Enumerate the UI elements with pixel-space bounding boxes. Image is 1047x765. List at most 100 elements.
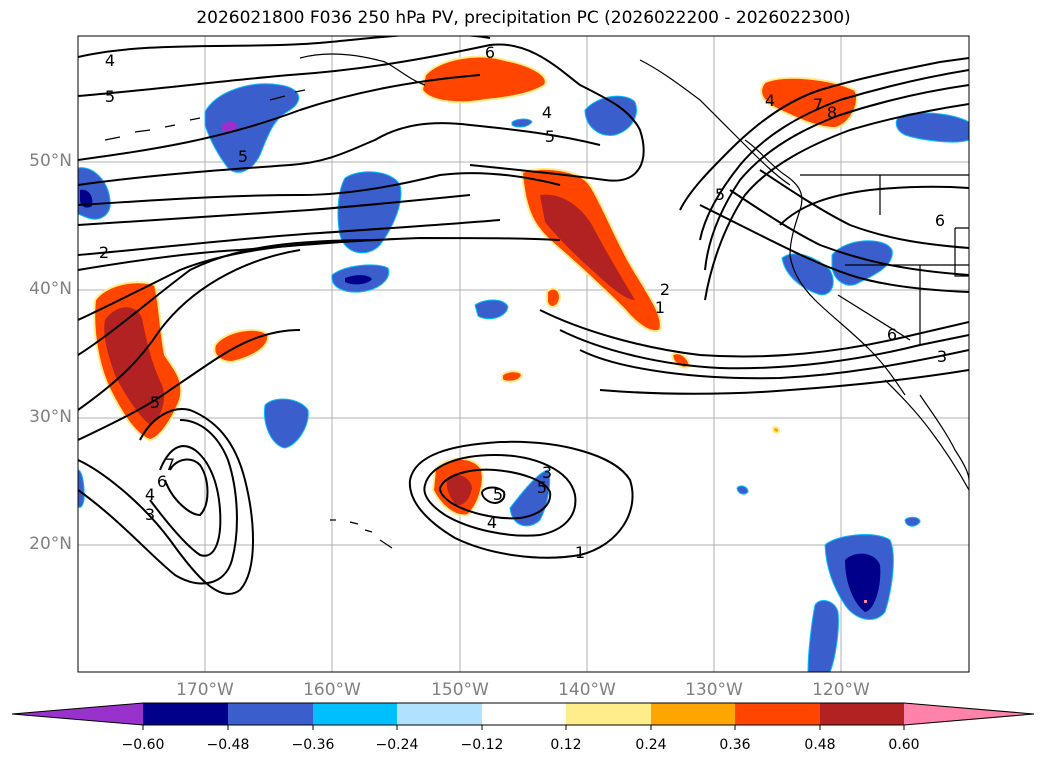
cutoff-low-west-core: [164, 458, 209, 517]
latitude-label: 20°N: [29, 534, 72, 554]
colorbar-segment: [820, 703, 904, 725]
alaska-panhandle: [639, 59, 791, 186]
colorbar-segment: [313, 703, 397, 725]
navy-core-central-mid: [345, 275, 372, 285]
contour-label: 4: [105, 51, 115, 70]
longitude-label: 130°W: [685, 680, 743, 700]
ridge-contour-12: [779, 185, 969, 226]
red-area-ne-pacific-band: [540, 194, 635, 300]
contour-label: 7: [813, 95, 823, 114]
figure-title: 2026021800 F036 250 hPa PV, precipitatio…: [196, 8, 851, 28]
colorbar-tick-label: −0.48: [206, 737, 250, 753]
colorbar-tick-label: −0.60: [121, 737, 165, 753]
colorbar-tick-label: 0.24: [635, 737, 667, 753]
coastlines: [104, 53, 969, 549]
colorbar-tick-label: −0.36: [291, 737, 335, 753]
colorbar-tick-label: −0.24: [375, 737, 419, 753]
longitude-label: 170°W: [176, 680, 234, 700]
colorbar: [11, 702, 1035, 730]
colorbar-tick-label: 0.12: [550, 737, 582, 753]
orange-area-gulf-alaska: [420, 55, 547, 104]
ridge-contour-4: [704, 103, 969, 301]
colorbar-segment: [482, 703, 566, 725]
blue-area-small-4: [904, 516, 921, 527]
us-west-coast: [789, 254, 906, 396]
ridge-contour-5: [579, 349, 969, 380]
contour-label: 2: [660, 280, 670, 299]
colorbar-segment: [397, 703, 482, 725]
contour-label: 5: [150, 393, 160, 412]
latitude-label: 30°N: [29, 407, 72, 427]
cutoff-low-west-mid: [78, 419, 238, 585]
ridge-contour-6: [559, 329, 969, 370]
colorbar-low-extension: [12, 703, 143, 725]
blue-area-mexico-south: [807, 600, 839, 672]
mexico-coast: [919, 394, 969, 481]
blue-area-canada: [895, 112, 969, 143]
contour-label: 4: [542, 103, 552, 122]
contour-labels: 6 4 5 4 5 5 2 5 4 3 7 6 5 4 3 5 1 2 1 4 …: [99, 43, 947, 562]
ridge-contour-8: [599, 369, 969, 395]
contour-label: 4: [145, 485, 155, 504]
orange-area-small-mid-2: [501, 370, 524, 383]
contour-label: 3: [542, 463, 552, 482]
colorbar-high-extension: [904, 703, 1034, 725]
orange-area-tiny-1: [771, 426, 781, 434]
state-border-4: [837, 294, 911, 341]
nevada-box: [954, 227, 969, 277]
contour-label: 4: [765, 91, 775, 110]
contour-label: 3: [145, 505, 155, 524]
alaska-aleutians: [104, 89, 306, 141]
colorbar-segment: [651, 703, 735, 725]
blue-area-alaska: [584, 95, 637, 136]
colorbar-segment: [228, 703, 313, 725]
contour-label: 6: [485, 43, 495, 62]
negative-anomaly-areas: [78, 83, 969, 672]
contour-label: 5: [545, 127, 555, 146]
contour-label: 3: [937, 347, 947, 366]
hawaii-islands: [330, 519, 393, 549]
alaska-coast: [299, 53, 426, 86]
blue-area-south-1: [263, 398, 309, 449]
contour-label: 1: [655, 298, 665, 317]
map-frame: [77, 35, 970, 673]
navy-core-west-edge: [80, 189, 93, 208]
cutoff-low-central-core: [481, 486, 506, 504]
contour-label: 7: [165, 455, 175, 474]
red-area-west-large: [104, 307, 165, 425]
ridge-contour-3: [704, 84, 969, 271]
cutoff-low-central-mid: [423, 453, 577, 537]
blue-area-aleutian: [204, 83, 300, 173]
blue-area-small-2: [511, 118, 533, 128]
contour-label: 5: [537, 478, 547, 497]
blue-area-small-3: [736, 485, 749, 495]
colorbar-tick-label: 0.60: [888, 737, 920, 753]
latitude-label: 50°N: [29, 151, 72, 171]
ridge-contour-7: [539, 309, 969, 358]
cutoff-low-west-inner: [149, 445, 222, 557]
baja-california: [884, 379, 969, 491]
cutoff-low-west-outer: [78, 408, 254, 595]
longitude-label: 140°W: [558, 680, 616, 700]
pv-contours: [78, 36, 969, 595]
contour-label: 1: [575, 543, 585, 562]
ridge-contour-9: [699, 204, 969, 293]
colorbar-tick-label: 0.48: [804, 737, 836, 753]
colorbar-tick-label: −0.12: [460, 737, 504, 753]
contour-label: 6: [887, 325, 897, 344]
bc-coast: [744, 139, 803, 256]
ridge-contour-1: [679, 57, 969, 211]
colorbar-tick-label: 0.36: [719, 737, 751, 753]
contour-label: 5: [715, 185, 725, 204]
contour-label: 5: [493, 485, 503, 504]
longitude-label: 150°W: [431, 680, 489, 700]
contour-label: 5: [105, 87, 115, 106]
gridlines: [78, 36, 969, 672]
contour-label: 2: [99, 243, 109, 262]
contour-label: 6: [157, 472, 167, 491]
ridge-contour-10: [729, 189, 969, 276]
positive-anomaly-areas: [93, 55, 867, 603]
contour-label: 4: [487, 513, 497, 532]
colorbar-segment: [735, 703, 820, 725]
